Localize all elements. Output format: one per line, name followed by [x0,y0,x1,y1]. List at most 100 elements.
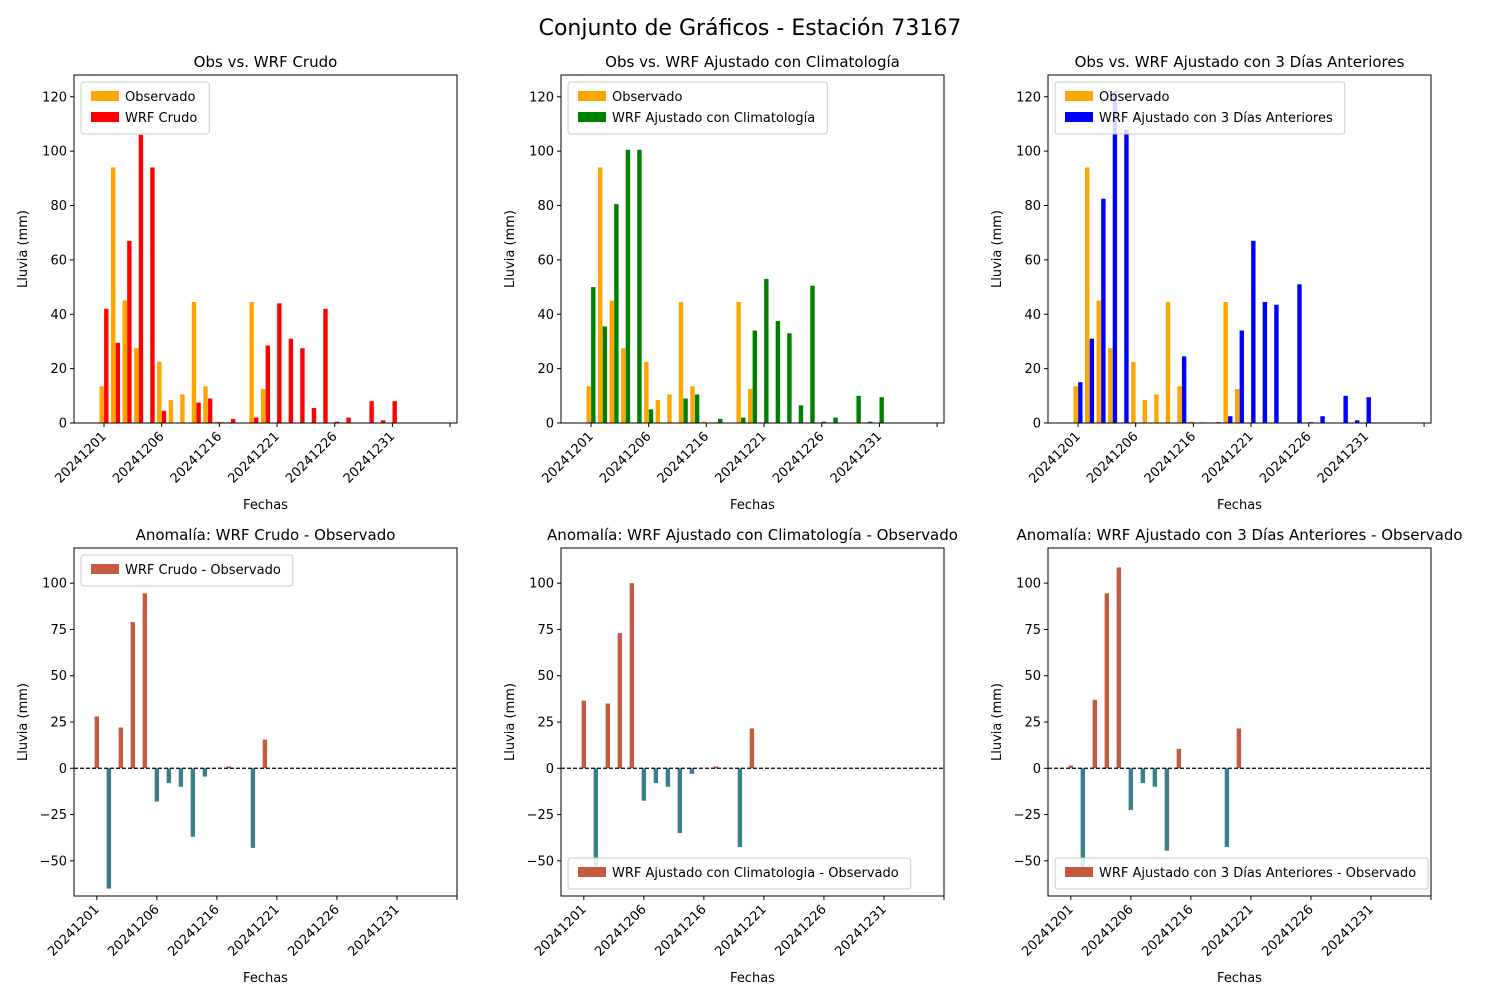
legend-swatch [91,91,119,101]
bars [581,583,755,877]
legend-entry: WRF Crudo [125,111,197,126]
bar-series2-day24 [369,401,374,423]
chart-panel-3: Obs vs. WRF Ajustado con 3 Días Anterior… [990,53,1432,513]
y-tick-label: 0 [59,762,67,777]
bar-series1-day14 [737,768,743,847]
bar-series1-day6 [154,768,160,802]
legend-frame [1054,857,1429,890]
y-tick-label: 25 [1024,716,1041,731]
x-tick-label: 20241216 [652,902,709,959]
bar-series1-day8 [1154,394,1159,423]
x-tick-label: 20241201 [1019,902,1076,959]
y-tick-label: 50 [1024,669,1041,684]
x-tick-label: 20241201 [539,429,596,486]
bar-series1-day1 [1073,386,1078,423]
bar-series1-day3 [605,703,611,769]
y-tick-label: 25 [50,716,67,731]
bar-series1-day9 [677,768,683,834]
x-tick-label: 20241221 [712,429,769,486]
bar-series1-day15 [1236,728,1242,769]
legend-swatch [91,564,119,574]
y-tick-label: 100 [42,577,67,592]
y-tick-label: 80 [1024,199,1041,214]
bar-series1-day3 [122,300,127,423]
x-tick-label: 20241226 [772,902,829,959]
bar-series1-day9 [190,768,196,837]
x-tick-label: 20241221 [1199,429,1256,486]
x-tick-label: 20241226 [283,429,340,486]
bar-series1-day14 [1224,768,1230,847]
x-tick-label: 20241231 [832,902,889,959]
y-tick-label: 75 [537,623,554,638]
bar-series2-day25 [380,420,386,423]
bar-series1-day1 [1068,765,1074,769]
bar-series1-day8 [180,394,185,423]
x-tick-label: 20241201 [1026,429,1083,486]
bar-series2-day21 [334,421,340,423]
y-tick-label: −50 [40,854,67,869]
y-axis-label: Lluvia (mm) [990,210,1005,288]
bar-series2-day9 [196,402,201,423]
x-tick-label: 20241226 [285,902,342,959]
bar-series1-day2 [1080,768,1086,872]
y-tick-label: 40 [1024,308,1041,323]
bar-series2-day25 [1354,420,1360,423]
chart-title: Obs vs. WRF Ajustado con 3 Días Anterior… [1075,53,1405,71]
bar-series1-day5 [142,593,148,769]
legend-entry: Observado [612,90,683,105]
x-tick-label: 20241216 [655,429,712,486]
bar-series1-day14 [736,302,741,423]
bar-series1-day1 [581,700,587,769]
x-tick-label: 20241201 [45,902,102,959]
bar-series1-day5 [629,583,635,769]
bars [94,593,268,889]
bar-series2-day6 [648,409,654,423]
x-tick-label: 20241226 [1257,429,1314,486]
legend: WRF Ajustado con Climatologia - Observad… [567,857,912,890]
y-tick-label: 60 [50,253,67,268]
y-tick-label: 20 [537,362,554,377]
legend-swatch [1065,112,1093,122]
bar-series2-day26 [879,397,884,423]
bar-series1-day3 [1092,699,1098,769]
chart-title: Anomalía: WRF Ajustado con 3 Días Anteri… [1016,526,1462,544]
bar-series1-day4 [130,622,136,769]
bar-series2-day26 [1366,397,1371,423]
legend-swatch [1065,91,1093,101]
bar-series2-day21 [821,421,827,423]
bar-series2-day20 [323,308,328,423]
y-tick-label: 20 [1024,362,1041,377]
chart-panel-4: Anomalía: WRF Crudo - Observado −50 −25 0 25… [16,526,458,986]
bar-series1-day6 [644,361,649,423]
bar-series1-day7 [166,768,172,784]
bar-series2-day5 [150,167,155,423]
bar-series1-day2 [106,768,112,889]
bars [1073,91,1371,424]
y-tick-label: 50 [50,669,67,684]
bar-series2-day4 [625,149,631,423]
y-tick-label: 80 [537,199,554,214]
y-tick-label: 100 [42,145,67,160]
bar-series2-day3 [614,204,619,423]
axes-frame [560,74,945,424]
bar-series1-day11 [701,421,707,423]
x-tick-label: 20241216 [1142,429,1199,486]
legend-entry: WRF Ajustado con Climatologia - Observad… [612,866,899,881]
x-axis-label: Fechas [243,498,288,513]
x-tick-label: 20241226 [770,429,827,486]
bar-series2-day4 [1112,91,1118,423]
bar-series1-day12 [713,766,719,769]
bar-series1-day10 [202,768,208,777]
bar-series2-day22 [346,417,351,423]
y-tick-label: 20 [50,362,67,377]
legend: WRF Ajustado con 3 Días Anteriores - Obs… [1054,857,1429,890]
bar-series1-day10 [1176,748,1182,769]
chart-title: Anomalía: WRF Ajustado con Climatología … [547,526,958,544]
x-tick-label: 20241206 [597,429,654,486]
x-tick-label: 20241206 [1084,429,1141,486]
bar-series2-day18 [300,348,305,423]
x-tick-label: 20241231 [345,902,402,959]
legend-entry: Observado [125,90,196,105]
x-tick-label: 20241206 [110,429,167,486]
bar-series1-day8 [178,768,184,787]
